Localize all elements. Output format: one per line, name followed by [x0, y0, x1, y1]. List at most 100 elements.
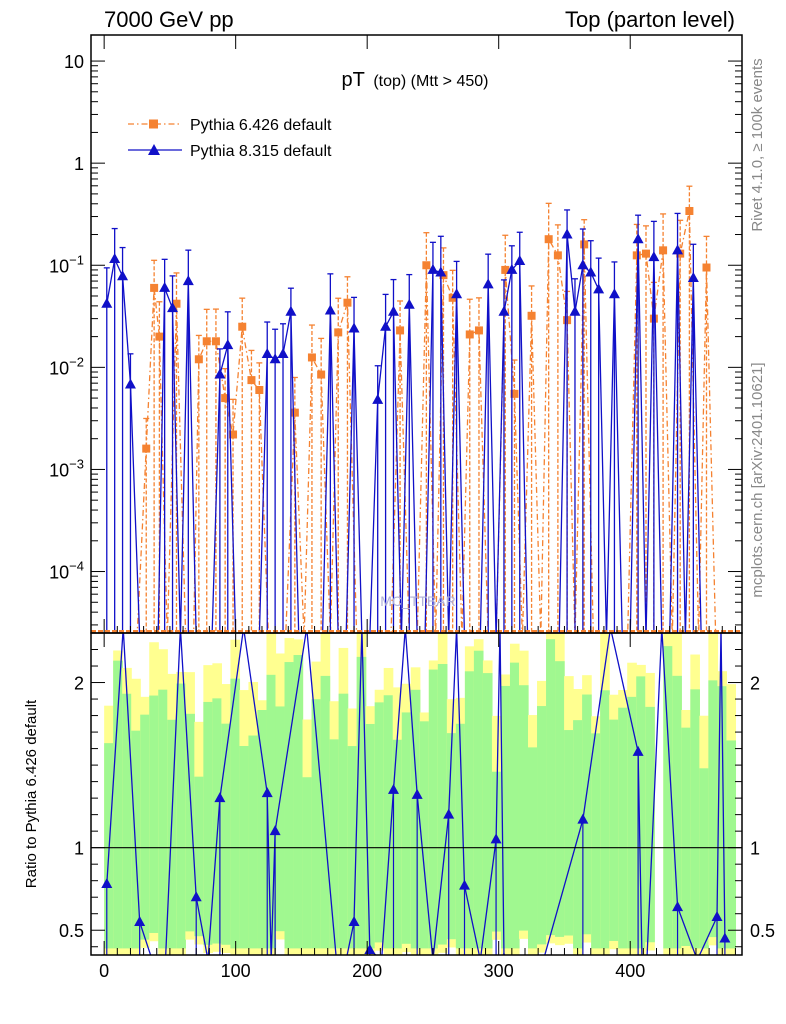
ratio-band-inner — [374, 702, 385, 943]
ratio-band-inner — [537, 706, 547, 945]
data-point-triangle — [159, 281, 171, 292]
data-point-triangle — [648, 251, 660, 262]
series-line-pythia8 — [106, 234, 702, 633]
y-tick-label-ratio-right: 2 — [750, 674, 760, 694]
y-tick-exponent: −3 — [69, 456, 84, 471]
data-point-triangle — [167, 302, 179, 313]
data-point-square — [343, 298, 352, 307]
data-point-triangle — [585, 266, 597, 277]
data-point-triangle — [269, 353, 281, 364]
ratio-uncertainty-bands — [104, 633, 737, 955]
ratio-band-inner — [582, 694, 592, 935]
ratio-band-inner — [311, 699, 322, 949]
legend: Pythia 6.426 default Pythia 8.315 defaul… — [128, 117, 332, 160]
data-point-square — [211, 337, 220, 346]
data-point-square — [255, 385, 264, 394]
legend-label-pythia6: Pythia 6.426 default — [190, 117, 332, 134]
legend-marker-triangle — [148, 144, 160, 155]
data-point-square — [465, 330, 474, 339]
ratio-band-inner — [482, 673, 493, 949]
ratio-band-inner — [257, 710, 268, 949]
ratio-ylabel: Ratio to Pythia 6.426 default — [23, 699, 40, 888]
y-tick-label-main: 10−2 — [49, 354, 84, 378]
ratio-band-inner — [176, 683, 186, 949]
data-point-square — [396, 326, 405, 335]
ratio-point-triangle — [101, 877, 113, 888]
data-point-square — [334, 328, 343, 337]
ratio-band-inner — [509, 662, 520, 949]
data-point-triangle — [348, 322, 360, 333]
ratio-band-inner — [266, 674, 277, 949]
ratio-point-triangle — [214, 792, 226, 803]
data-point-square — [142, 444, 151, 453]
energy-label: 7000 GeV pp — [104, 7, 234, 32]
ratio-band-inner — [293, 655, 304, 949]
data-point-triangle — [222, 339, 234, 350]
ratio-point-triangle — [261, 787, 273, 798]
ratio-band-inner — [591, 733, 601, 949]
data-point-triangle — [261, 348, 273, 359]
y-tick-base: 10 — [49, 460, 69, 480]
y-tick-base: 10 — [49, 256, 69, 276]
ratio-point-triangle — [269, 825, 281, 836]
y-tick-label-ratio: 1 — [74, 839, 84, 859]
data-point-triangle — [214, 368, 226, 379]
ratio-band-inner — [149, 695, 159, 933]
ratio-band-inner — [338, 693, 349, 949]
ratio-point-triangle — [632, 745, 644, 756]
ratio-band-inner — [365, 723, 376, 949]
ratio-point-triangle — [411, 788, 423, 799]
ratio-band-inner — [627, 696, 637, 949]
data-point-triangle — [117, 270, 129, 281]
data-point-triangle — [435, 266, 447, 277]
y-tick-label-main: 10 — [64, 52, 84, 72]
y-tick-exponent: −4 — [69, 559, 84, 574]
ratio-point-triangle — [134, 915, 146, 926]
ratio-band-inner — [419, 721, 430, 949]
ratio-band-inner — [518, 685, 529, 931]
data-point-triangle — [687, 272, 699, 283]
ratio-band-inner — [636, 676, 646, 949]
ratio-band-inner — [455, 723, 466, 949]
ratio-band-inner — [167, 719, 177, 949]
data-point-triangle — [182, 275, 194, 286]
ratio-band-inner — [708, 680, 718, 938]
ratio-band-inner — [329, 739, 340, 949]
data-point-triangle — [577, 259, 589, 270]
data-point-triangle — [569, 305, 581, 316]
data-point-square — [317, 370, 326, 379]
data-point-square — [544, 235, 553, 244]
ratio-band-inner — [600, 690, 610, 949]
ratio-point-triangle — [672, 901, 684, 912]
ratio-band-inner — [555, 661, 565, 937]
ratio-band-inner — [131, 730, 141, 949]
data-point-triangle — [109, 253, 121, 264]
y-tick-label-main: 1 — [74, 154, 84, 174]
data-point-triangle — [632, 233, 644, 244]
ratio-band-inner — [230, 678, 241, 949]
y-tick-label-main: 10−1 — [49, 252, 84, 276]
data-point-square — [527, 311, 536, 320]
ratio-band-inner — [717, 686, 728, 949]
data-point-triangle — [427, 263, 439, 274]
ratio-band-inner — [564, 730, 574, 936]
ratio-point-triangle — [333, 974, 344, 984]
chart-title-sub: (top) (Mtt > 450) — [373, 73, 488, 90]
data-point-triangle — [285, 305, 297, 316]
process-label: Top (parton level) — [565, 7, 735, 32]
data-point-square — [580, 240, 589, 249]
ratio-band-inner — [663, 646, 673, 949]
ratio-band-inner — [302, 777, 313, 949]
ratio-band-inner — [618, 707, 628, 949]
watermark: MC_TTBAR — [380, 593, 455, 609]
ratio-band-inner — [203, 701, 213, 945]
data-point-square — [307, 353, 316, 362]
data-point-square — [422, 261, 431, 270]
ratio-point-triangle — [190, 891, 202, 902]
data-point-triangle — [124, 378, 136, 389]
ratio-band-inner — [681, 727, 691, 946]
data-point-triangle — [514, 255, 526, 266]
data-point-square — [510, 389, 519, 398]
data-point-square — [150, 283, 159, 292]
